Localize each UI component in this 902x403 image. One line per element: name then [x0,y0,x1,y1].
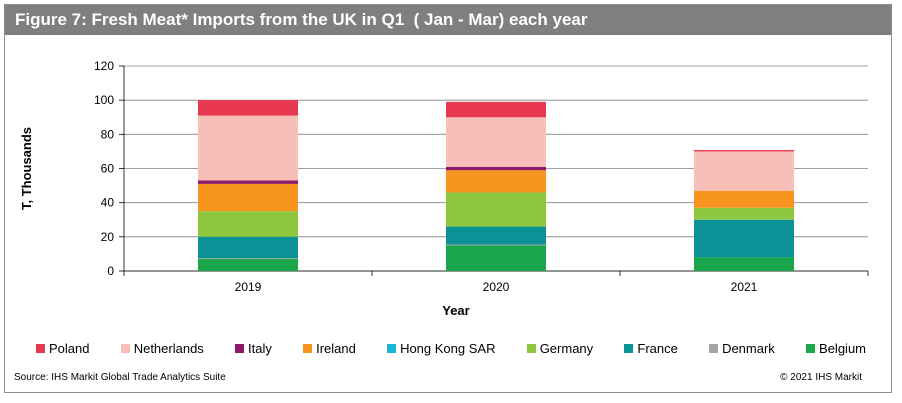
chart-legend: Poland Netherlands Italy Ireland Hong Kong S… [36,338,866,358]
y-tick-label: 20 [101,230,115,244]
bar-segment-denmark [446,244,546,246]
y-tick-label: 0 [107,264,114,278]
legend-item-italy: Italy [235,341,272,356]
legend-item-belgium: Belgium [806,341,866,356]
legend-label: Germany [539,340,594,356]
bar-segment-italy [198,180,298,184]
figure-title: Figure 7: Fresh Meat* Imports from the U… [5,5,891,35]
y-tick-label: 40 [101,196,115,210]
bar-segment-germany [694,207,794,220]
legend-item-netherlands: Netherlands [120,340,204,356]
bar-segment-poland [446,101,546,118]
legend-item-france: France [624,340,678,356]
bar-segment-denmark [198,258,298,260]
legend-label: Ireland [316,340,356,356]
legend-item-ireland: Ireland [303,341,356,356]
legend-item-germany: Germany [526,340,594,356]
bar-segment-poland [198,100,298,116]
bar-segment-france [198,236,298,259]
legend-label: Netherlands [133,340,204,356]
legend-swatch [387,343,397,353]
legend-swatch [624,343,634,353]
legend-swatch [120,343,130,353]
bar-segment-belgium [198,259,298,271]
legend-swatch [235,343,245,353]
legend-swatch [303,343,313,353]
y-tick-label: 80 [101,127,115,141]
legend-swatch [709,343,719,353]
legend-item-poland: Poland [36,341,89,356]
bar-segment-germany [446,192,546,227]
x-tick-label: 2019 [235,280,262,294]
legend-label: Belgium [819,340,866,356]
y-tick-label: 60 [101,162,115,176]
y-axis-label: T, Thousands [19,127,34,210]
bar-segment-france [446,226,546,245]
y-tick-label: 100 [94,93,114,107]
bar-segment-netherlands [694,151,794,191]
legend-label: Denmark [722,340,775,356]
legend-label: Poland [49,340,90,356]
legend-label: Italy [248,340,272,356]
bar-segment-poland [694,150,794,152]
source-note: Source: IHS Markit Global Trade Analytic… [14,372,226,383]
legend-item-hong-kong-sar: Hong Kong SAR [387,341,495,356]
bar-segment-belgium [446,245,546,271]
y-tick-label: 120 [94,59,114,73]
bar-segment-belgium [694,257,794,271]
legend-label: France [637,340,678,356]
legend-label: Hong Kong SAR [400,340,496,356]
bar-segment-france [694,219,794,258]
bar-segment-netherlands [446,117,546,167]
bar-segment-germany [198,211,298,237]
legend-item-denmark: Denmark [709,341,775,356]
bar-segment-ireland [694,190,794,208]
legend-swatch [36,343,45,353]
x-axis-label: Year [442,303,469,318]
bar-segment-netherlands [198,115,298,181]
bar-segment-italy [446,166,546,171]
bar-segment-ireland [446,170,546,193]
copyright-note: © 2021 IHS Markit [780,372,862,383]
bar-segment-ireland [198,183,298,212]
legend-swatch [806,343,816,353]
x-tick-label: 2021 [731,280,758,294]
legend-swatch [526,343,536,353]
x-tick-label: 2020 [483,280,510,294]
